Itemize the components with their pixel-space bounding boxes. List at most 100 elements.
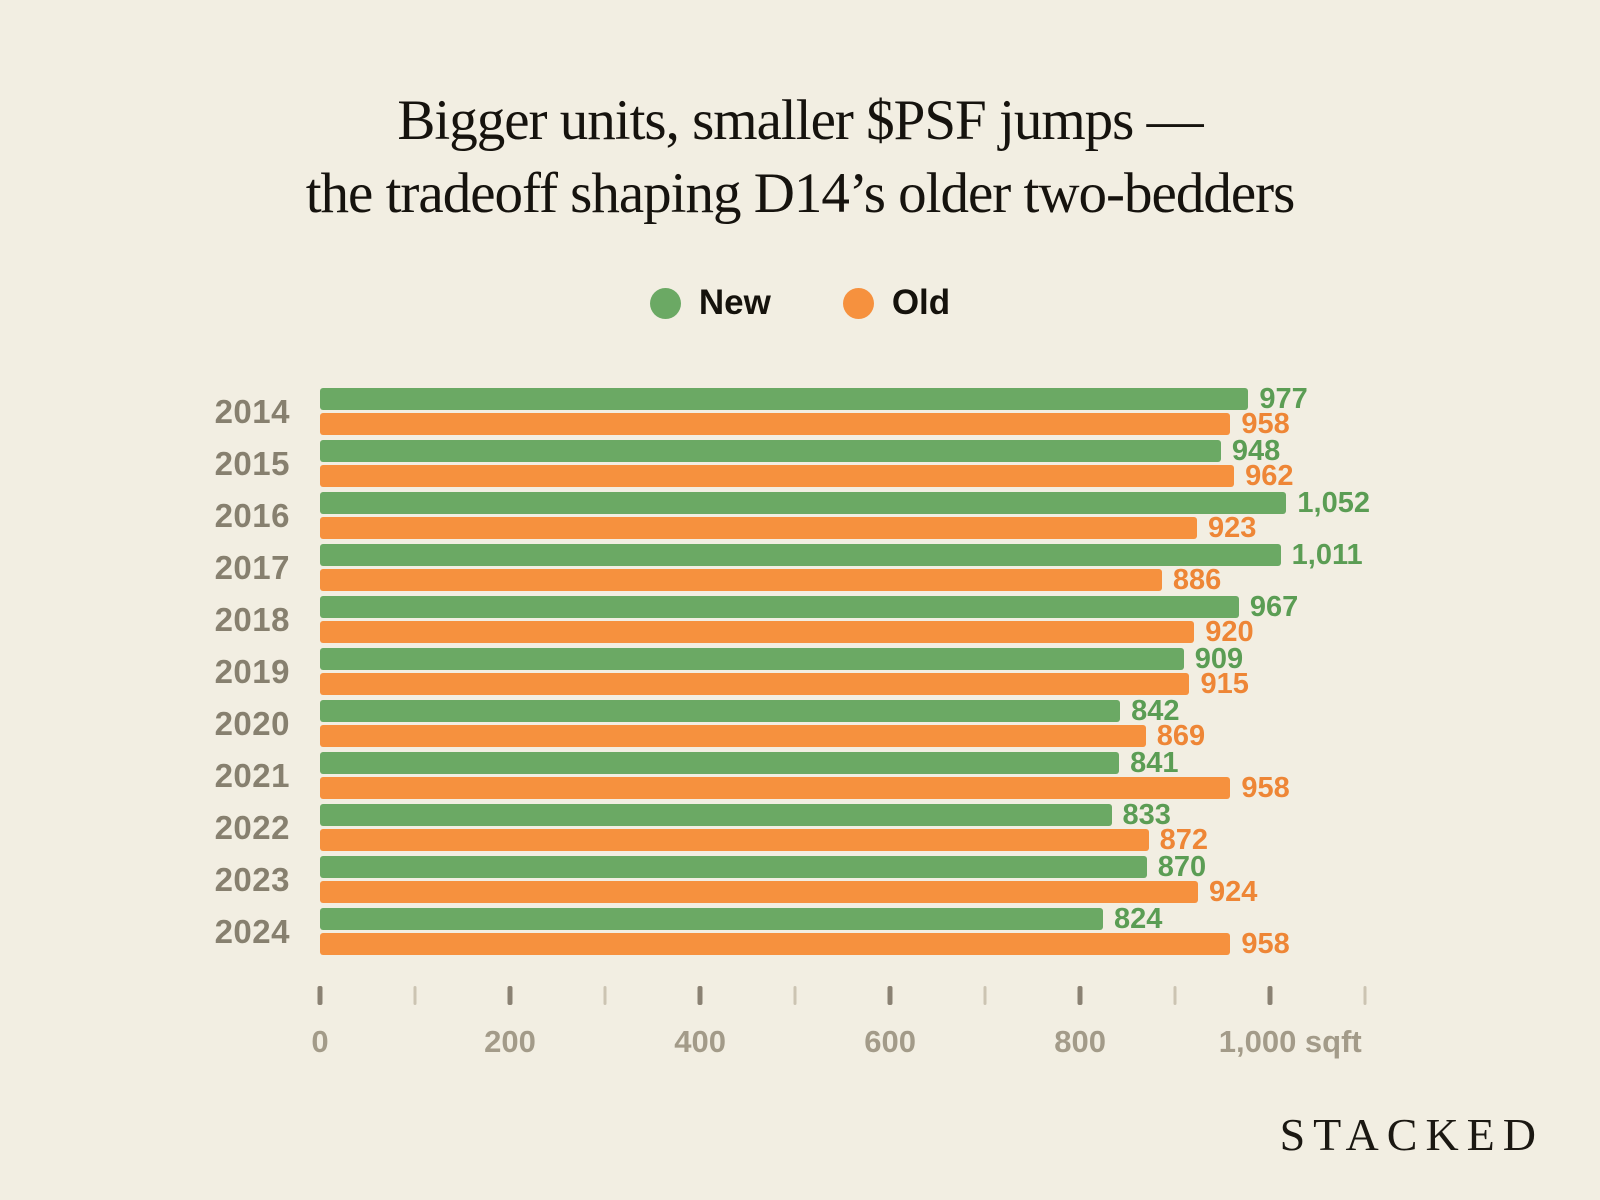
bar-group-2020: 842 869: [320, 695, 1370, 752]
bar-line-new-2014: 977: [320, 383, 1370, 415]
bar-value-label-new-2017: 1,011: [1291, 539, 1363, 571]
legend-item-old: Old: [842, 283, 950, 323]
bar-line-new-2022: 833: [320, 799, 1370, 831]
bar-line-new-2024: 824: [320, 905, 1370, 934]
bar-value-label-new-2015: 948: [1231, 435, 1281, 467]
stacked-logo: STACKED: [1279, 1109, 1544, 1160]
year-label-2024: 2024: [214, 912, 290, 950]
legend-item-new: New: [649, 283, 771, 323]
axis-tick-600: [887, 986, 893, 1005]
bar-value-label-old-2020: 869: [1156, 720, 1206, 752]
chart-row-2015: 2015 948 962: [205, 435, 1370, 492]
bar-value-label-old-2018: 920: [1205, 616, 1254, 648]
axis-tick-label-1000: 1,000 sqft: [1218, 1024, 1362, 1059]
year-label-2018: 2018: [214, 600, 290, 638]
bar-value-label-new-2016: 1,052: [1297, 487, 1370, 519]
bar-old-2020: [320, 725, 1146, 747]
bar-old-2018: [320, 621, 1195, 643]
axis-tick-label-800: 800: [1054, 1024, 1107, 1059]
bar-value-label-new-2020: 842: [1131, 695, 1180, 727]
bar-line-new-2015: 948: [320, 435, 1370, 467]
bar-line-new-2020: 842: [320, 695, 1370, 727]
bar-value-label-old-2014: 958: [1241, 408, 1290, 440]
legend-label-new: New: [698, 283, 771, 322]
bar-group-2021: 841 958: [320, 747, 1370, 804]
bar-new-2024: [320, 908, 1103, 930]
axis-tick-1000: [1267, 986, 1273, 1005]
bar-group-2022: 833 872: [320, 799, 1370, 856]
bar-new-2018: [320, 596, 1239, 618]
bar-old-2016: [320, 517, 1198, 539]
year-label-2022: 2022: [214, 808, 290, 846]
bar-value-label-old-2016: 923: [1208, 512, 1257, 544]
axis-tick-700: [983, 986, 987, 1005]
axis-tick-label-400: 400: [674, 1024, 726, 1059]
bar-old-2021: [320, 777, 1231, 799]
axis-tick-300: [603, 986, 607, 1005]
bar-old-2019: [320, 673, 1190, 695]
axis-tick-label-0: 0: [311, 1024, 329, 1059]
bar-old-2017: [320, 569, 1162, 591]
bar-new-2022: [320, 804, 1112, 826]
bar-line-old-2016: 923: [320, 512, 1370, 544]
chart-row-2022: 2022 833 872: [205, 799, 1370, 856]
x-axis-ticks: [317, 986, 1370, 1006]
bar-value-label-old-2022: 872: [1159, 824, 1208, 856]
bar-line-new-2018: 967: [320, 591, 1370, 623]
bar-group-2019: 909 915: [320, 645, 1370, 700]
bar-old-2024: [320, 933, 1231, 955]
bar-value-label-new-2021: 841: [1130, 747, 1179, 779]
bar-old-2015: [320, 465, 1235, 487]
chart-title: Bigger units, smaller $PSF jumps — the t…: [0, 84, 1600, 230]
bar-value-label-new-2014: 977: [1259, 383, 1308, 415]
bar-group-2018: 967 920: [320, 591, 1370, 648]
bar-line-old-2017: 886: [320, 566, 1370, 595]
bar-new-2017: [320, 544, 1281, 566]
bar-value-label-new-2023: 870: [1157, 851, 1207, 883]
bar-new-2014: [320, 388, 1249, 410]
year-label-2014: 2014: [214, 392, 290, 430]
bar-line-new-2021: 841: [320, 747, 1370, 779]
bar-value-label-old-2023: 924: [1209, 876, 1258, 908]
bar-group-2023: 870 924: [320, 851, 1370, 908]
year-label-2021: 2021: [214, 756, 290, 794]
bar-line-old-2018: 920: [320, 616, 1370, 648]
chart-row-2024: 2024 824 958: [205, 905, 1370, 960]
axis-tick-100: [413, 986, 417, 1005]
chart-row-2017: 2017 1,011 886: [205, 539, 1370, 595]
bar-line-old-2015: 962: [320, 460, 1370, 492]
axis-tick-900: [1173, 986, 1177, 1005]
chart-row-2019: 2019 909 915: [205, 645, 1370, 700]
bar-new-2015: [320, 440, 1221, 462]
bar-value-label-new-2022: 833: [1122, 799, 1171, 831]
bar-group-2016: 1,052 923: [320, 487, 1370, 544]
bar-line-new-2023: 870: [320, 851, 1370, 883]
bar-group-2015: 948 962: [320, 435, 1370, 492]
bar-value-label-old-2015: 962: [1245, 460, 1294, 492]
axis-tick-label-200: 200: [484, 1024, 536, 1059]
x-axis-labels: 0 200 400 600 800 1,000 sqft: [311, 1024, 1370, 1064]
bar-new-2021: [320, 752, 1120, 774]
chart-row-2021: 2021 841 958: [205, 747, 1370, 804]
bar-value-label-old-2024: 958: [1241, 928, 1290, 960]
legend: New Old: [0, 283, 1600, 323]
bar-line-old-2019: 915: [320, 668, 1370, 700]
axis-tick-200: [507, 986, 513, 1005]
bar-line-old-2023: 924: [320, 876, 1370, 908]
axis-tick-400: [697, 986, 703, 1005]
year-label-2020: 2020: [214, 704, 290, 742]
year-label-2016: 2016: [214, 496, 290, 534]
bar-new-2019: [320, 648, 1184, 670]
chart-row-2014: 2014 977 958: [205, 383, 1370, 440]
bar-old-2023: [320, 881, 1198, 903]
bar-value-label-new-2018: 967: [1249, 591, 1299, 623]
chart-row-2016: 2016 1,052 923: [205, 487, 1370, 544]
year-label-2017: 2017: [214, 548, 290, 586]
chart-row-2023: 2023 870 924: [205, 851, 1370, 908]
bar-value-label-old-2021: 958: [1241, 772, 1290, 804]
bar-value-label-old-2019: 915: [1200, 668, 1249, 700]
year-label-2015: 2015: [214, 444, 290, 482]
bar-group-2024: 824 958: [320, 905, 1370, 960]
bar-old-2022: [320, 829, 1149, 851]
